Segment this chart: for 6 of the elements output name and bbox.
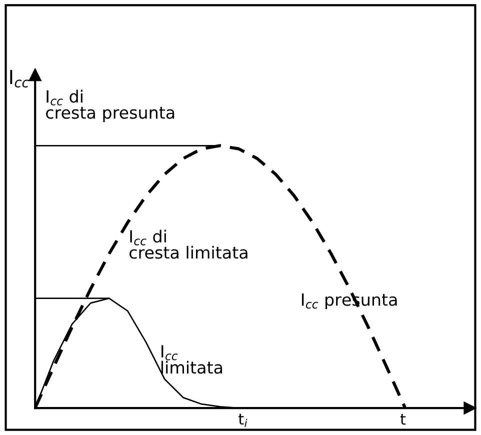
annotation: I$_{cc}$ di cresta limitata [130, 230, 248, 259]
x-axis-title: t [400, 414, 406, 425]
text: I$_{cc}$ di cresta presunta [46, 90, 174, 122]
y-axis-title: I$_{cc}$ [10, 70, 30, 88]
annotation: I$_{cc}$ limitata [161, 345, 222, 374]
text: t$_{i}$ [238, 414, 248, 428]
